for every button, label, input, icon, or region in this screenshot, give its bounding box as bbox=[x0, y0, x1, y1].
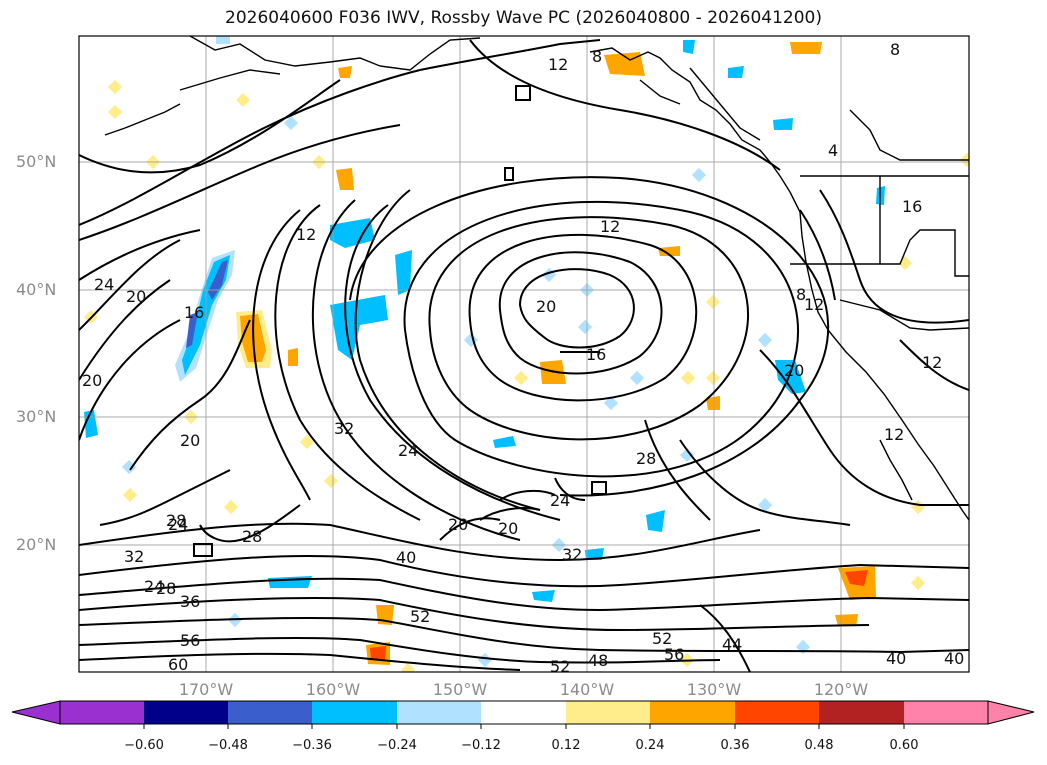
colorbar-segment bbox=[144, 701, 228, 724]
contour-label: 28 bbox=[166, 511, 186, 530]
contour-label: 8 bbox=[890, 40, 900, 59]
colorbar-tick-label: 0.36 bbox=[720, 738, 750, 753]
colorbar-tick-label: 0.12 bbox=[551, 738, 581, 753]
contour-label: 28 bbox=[636, 449, 656, 468]
colorbar-segment bbox=[397, 701, 481, 724]
colorbar-segment bbox=[312, 701, 397, 724]
contour-label: 36 bbox=[180, 592, 200, 611]
colorbar-extend-low bbox=[11, 700, 61, 725]
colorbar-tick-label: −0.24 bbox=[377, 738, 417, 753]
contour-label: 12 bbox=[548, 55, 568, 74]
contour-label: 56 bbox=[664, 645, 684, 664]
lon-label-160w: 160°W bbox=[305, 680, 361, 699]
contour-label: 24 bbox=[144, 577, 164, 596]
contour-label: 20 bbox=[82, 371, 102, 390]
contour-label: 28 bbox=[156, 579, 176, 598]
contour-label: 20 bbox=[498, 519, 518, 538]
contour-label: 20 bbox=[784, 361, 804, 380]
contour-label: 24 bbox=[94, 275, 114, 294]
contour-label: 20 bbox=[448, 515, 468, 534]
colorbar-tick-label: −0.60 bbox=[124, 738, 164, 753]
contour-label: 52 bbox=[550, 657, 570, 676]
contour-label: 12 bbox=[884, 425, 904, 444]
coastline bbox=[104, 36, 969, 521]
contour-label: 16 bbox=[184, 303, 204, 322]
contour-labels: 12 8 8 4 24 20 16 12 20 12 20 16 20 24 2… bbox=[82, 40, 964, 676]
colorbar-tick-label: −0.36 bbox=[292, 738, 332, 753]
contour-label: 16 bbox=[902, 197, 922, 216]
contour-label: 28 bbox=[242, 527, 262, 546]
lon-label-140w: 140°W bbox=[559, 680, 615, 699]
colorbar-segment bbox=[650, 701, 735, 724]
colorbar-segment bbox=[566, 701, 650, 724]
colorbar-segment bbox=[819, 701, 904, 724]
lat-label-50n: 50°N bbox=[16, 152, 57, 171]
contour-label: 40 bbox=[944, 649, 964, 668]
contour-label: 24 bbox=[398, 441, 418, 460]
colorbar-tick-label: −0.48 bbox=[208, 738, 248, 753]
contour-label: 20 bbox=[126, 287, 146, 306]
contour-label: 12 bbox=[922, 353, 942, 372]
contour-label: 12 bbox=[804, 295, 824, 314]
colorbar-segment bbox=[60, 701, 144, 724]
contour-label: 32 bbox=[124, 547, 144, 566]
contour-label: 32 bbox=[334, 419, 354, 438]
contour-label: 40 bbox=[396, 548, 416, 567]
contour-label: 52 bbox=[652, 629, 672, 648]
colorbar-segment bbox=[904, 701, 988, 724]
contour-label: 20 bbox=[536, 297, 556, 316]
colorbar-tick-label: 0.48 bbox=[804, 738, 834, 753]
lat-label-20n: 20°N bbox=[16, 535, 57, 554]
colorbar-segment bbox=[735, 701, 819, 724]
contour-label: 24 bbox=[550, 491, 570, 510]
plot-frame bbox=[78, 35, 970, 673]
colorbar-tick-label: 0.60 bbox=[889, 738, 919, 753]
iwv-contours bbox=[79, 39, 969, 672]
contour-label: 40 bbox=[886, 649, 906, 668]
contour-label: 52 bbox=[410, 607, 430, 626]
contour-label: 48 bbox=[588, 651, 608, 670]
lat-label-30n: 30°N bbox=[16, 407, 57, 426]
contour-label: 16 bbox=[586, 345, 606, 364]
colorbar-tick-label: −0.12 bbox=[461, 738, 501, 753]
contour-label: 20 bbox=[180, 431, 200, 450]
contour-label: 56 bbox=[180, 631, 200, 650]
lon-label-170w: 170°W bbox=[178, 680, 234, 699]
contour-label: 60 bbox=[168, 655, 188, 674]
contour-label: 8 bbox=[592, 47, 602, 66]
graticule bbox=[79, 36, 969, 672]
colorbar-segment bbox=[228, 701, 312, 724]
lon-label-150w: 150°W bbox=[432, 680, 488, 699]
colorbar bbox=[11, 700, 1035, 729]
contour-label: 44 bbox=[722, 635, 742, 654]
contour-label: 12 bbox=[296, 225, 316, 244]
colorbar-extend-high bbox=[987, 700, 1035, 725]
colorbar-tick-label: 0.24 bbox=[635, 738, 665, 753]
contour-label: 24 bbox=[168, 515, 188, 534]
contour-label: 4 bbox=[828, 141, 838, 160]
contour-label: 32 bbox=[562, 545, 582, 564]
map-title: 2026040600 F036 IWV, Rossby Wave PC (202… bbox=[225, 8, 822, 28]
lat-label-40n: 40°N bbox=[16, 280, 57, 299]
lon-label-130w: 130°W bbox=[686, 680, 742, 699]
contour-label: 12 bbox=[600, 217, 620, 236]
contour-label: 8 bbox=[796, 285, 806, 304]
lon-label-120w: 120°W bbox=[813, 680, 869, 699]
colorbar-segment bbox=[481, 701, 566, 724]
